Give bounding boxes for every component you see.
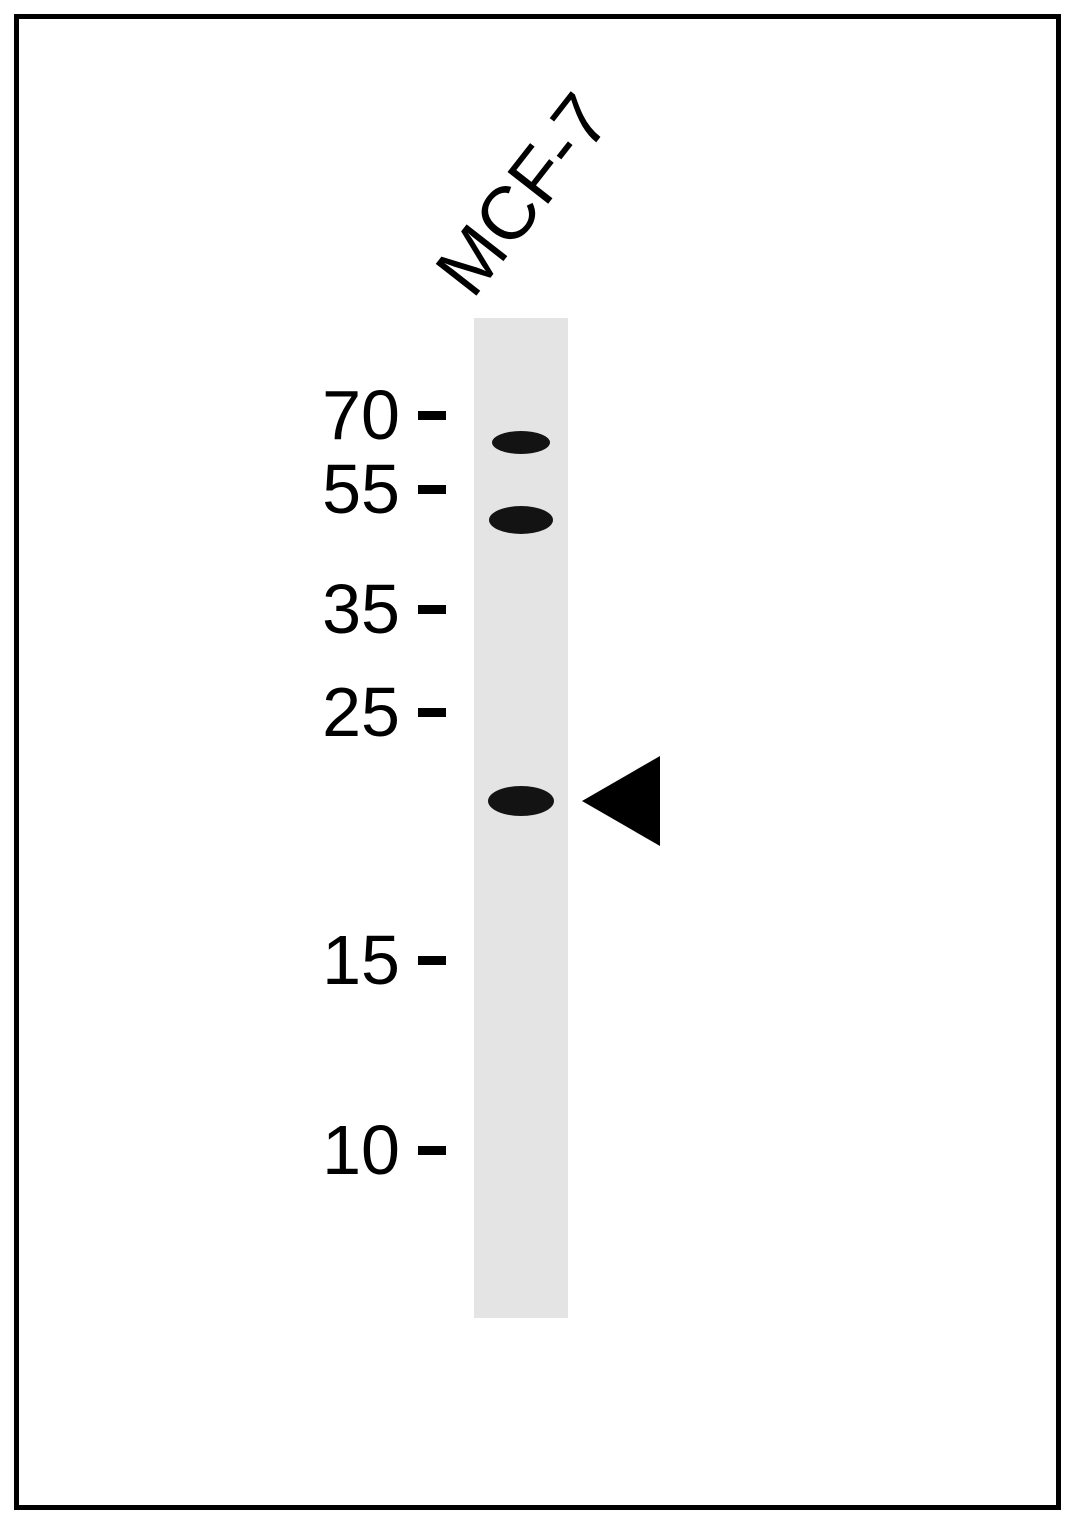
blot-band xyxy=(489,506,553,534)
target-band-arrow-icon xyxy=(582,756,660,846)
blot-band xyxy=(488,786,554,816)
lane-label: MCF-7 xyxy=(418,77,627,311)
mw-marker-label: 55 xyxy=(322,454,400,524)
mw-marker-tick xyxy=(418,956,446,965)
mw-marker-label: 10 xyxy=(322,1115,400,1185)
blot-lane xyxy=(474,318,568,1318)
mw-marker-label: 70 xyxy=(322,380,400,450)
frame-border xyxy=(14,14,1061,19)
figure-frame: 7055 35 25 15 10 MCF-7 xyxy=(0,0,1075,1524)
frame-border xyxy=(14,14,19,1510)
mw-marker-label: 15 xyxy=(322,925,400,995)
mw-marker-tick xyxy=(418,411,446,420)
mw-marker-tick xyxy=(418,485,446,494)
blot-band xyxy=(492,431,550,454)
mw-marker-tick xyxy=(418,1146,446,1155)
western-blot-plot: 7055 35 25 15 10 MCF-7 xyxy=(0,0,1075,1524)
mw-marker-tick xyxy=(418,708,446,717)
mw-marker-label: 35 xyxy=(322,574,400,644)
mw-marker-tick xyxy=(418,605,446,614)
frame-border xyxy=(14,1505,1061,1510)
frame-border xyxy=(1056,14,1061,1510)
mw-marker-label: 25 xyxy=(322,677,400,747)
